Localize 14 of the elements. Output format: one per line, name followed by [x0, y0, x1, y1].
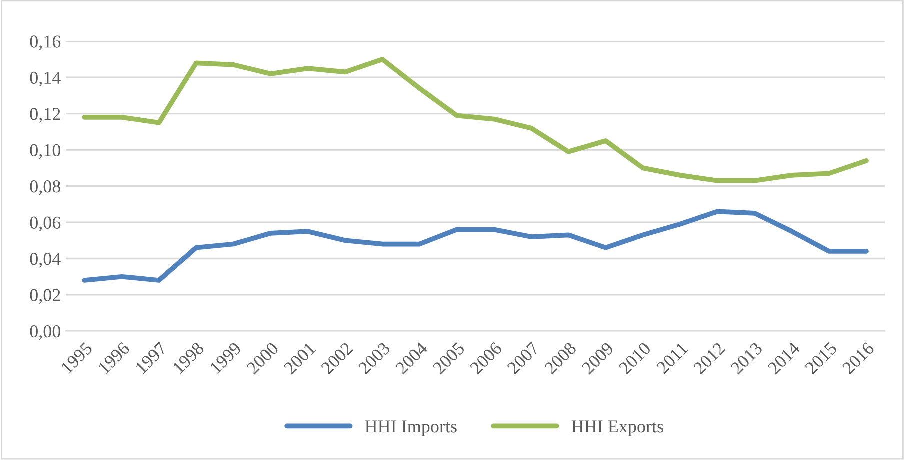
legend-label: HHI Imports [365, 420, 457, 436]
y-tick-label: 0,08 [30, 180, 61, 196]
x-tick-label: 2011 [656, 342, 689, 374]
line-series [82, 57, 869, 184]
y-tick-label: 0,00 [30, 325, 61, 340]
y-tick-label: 0,16 [30, 36, 61, 50]
y-tick-label: 0,12 [30, 108, 60, 123]
y-tick-label: 0,02 [30, 289, 60, 304]
y-tick-label: 0,10 [30, 144, 61, 160]
legend-label: HHI Exports [572, 420, 664, 436]
line-series [82, 209, 869, 283]
y-tick-label: 0,06 [30, 216, 61, 232]
y-tick-label: 0,14 [30, 72, 61, 87]
y-tick-label: 0,04 [30, 253, 61, 268]
